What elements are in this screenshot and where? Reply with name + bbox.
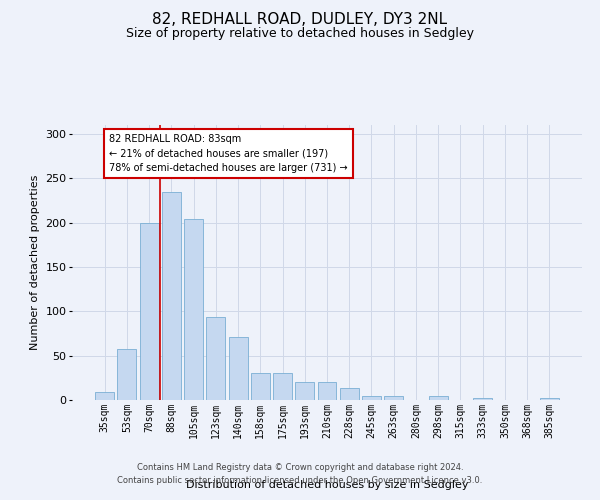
Bar: [317, 382, 337, 400]
Bar: [273, 374, 292, 400]
Text: Contains public sector information licensed under the Open Government Licence v3: Contains public sector information licen…: [118, 476, 482, 485]
Bar: [340, 388, 359, 400]
Bar: [118, 348, 136, 400]
Text: Contains HM Land Registry data © Crown copyright and database right 2024.: Contains HM Land Registry data © Crown c…: [137, 464, 463, 472]
Text: 82, REDHALL ROAD, DUDLEY, DY3 2NL: 82, REDHALL ROAD, DUDLEY, DY3 2NL: [152, 12, 448, 28]
Bar: [429, 396, 448, 400]
Text: 82 REDHALL ROAD: 83sqm
← 21% of detached houses are smaller (197)
78% of semi-de: 82 REDHALL ROAD: 83sqm ← 21% of detached…: [109, 134, 348, 173]
Y-axis label: Number of detached properties: Number of detached properties: [30, 175, 40, 350]
Bar: [206, 316, 225, 400]
Bar: [140, 222, 158, 400]
X-axis label: Distribution of detached houses by size in Sedgley: Distribution of detached houses by size …: [186, 480, 468, 490]
Text: Size of property relative to detached houses in Sedgley: Size of property relative to detached ho…: [126, 28, 474, 40]
Bar: [295, 382, 314, 400]
Bar: [473, 398, 492, 400]
Bar: [362, 396, 381, 400]
Bar: [162, 192, 181, 400]
Bar: [95, 392, 114, 400]
Bar: [229, 337, 248, 400]
Bar: [540, 398, 559, 400]
Bar: [384, 396, 403, 400]
Bar: [184, 219, 203, 400]
Bar: [251, 374, 270, 400]
